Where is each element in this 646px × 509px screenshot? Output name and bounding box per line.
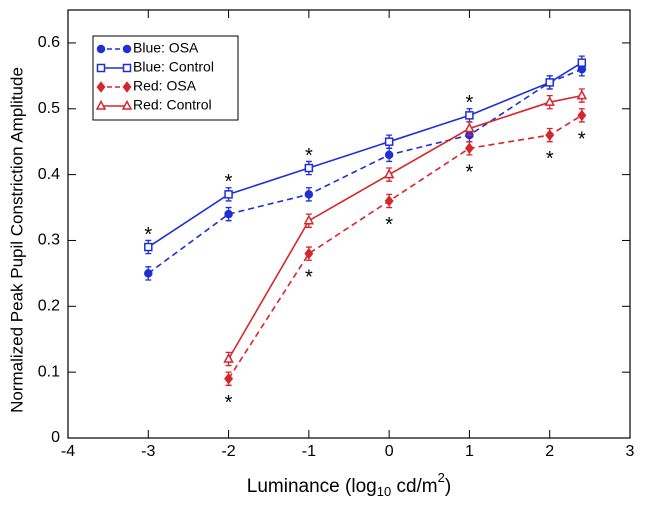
x-tick-label: 1 (465, 443, 474, 460)
series (144, 55, 587, 255)
y-tick-label: 0 (51, 429, 60, 446)
series (224, 108, 587, 386)
significance-star: * (466, 92, 474, 114)
significance-star: * (385, 214, 393, 236)
marker (122, 44, 132, 54)
marker (223, 352, 234, 363)
marker (304, 190, 314, 199)
marker (303, 214, 315, 225)
marker (384, 150, 394, 160)
marker (122, 63, 132, 73)
x-label-part: Luminance (log (247, 476, 377, 497)
marker (544, 96, 555, 106)
x-label-part: 10 (377, 484, 391, 499)
y-axis-label: Normalized Peak Pupil Constriction Ampli… (7, 67, 26, 413)
marker (383, 168, 395, 179)
x-tick-label: -2 (221, 443, 235, 460)
y-tick-label: 0.5 (38, 100, 60, 117)
marker (144, 242, 153, 252)
marker (384, 195, 394, 207)
marker (577, 58, 587, 67)
significance-star: * (144, 224, 152, 246)
series-line (227, 94, 582, 360)
marker (304, 247, 314, 260)
significance-star: * (305, 145, 313, 167)
x-axis-label: Luminance (log10 cd/m2) (247, 470, 451, 499)
marker (224, 209, 233, 219)
marker (304, 163, 314, 173)
plot-frame (67, 9, 631, 439)
y-tick-label: 0.6 (38, 34, 60, 51)
y-tick-label: 0.1 (38, 363, 60, 380)
x-label-part: ) (445, 476, 451, 497)
series (223, 88, 588, 367)
y-tick-label: 0.3 (38, 232, 60, 249)
x-tick-label: -1 (302, 443, 316, 460)
x-label-part: cd/m (391, 476, 437, 497)
significance-star: * (225, 171, 233, 193)
significance-star: * (466, 161, 474, 183)
y-tick-label: 0.4 (38, 166, 60, 183)
x-tick-label: -3 (141, 443, 155, 460)
marker (95, 99, 107, 110)
x-tick-label: 3 (626, 443, 635, 460)
y-tick-label: 0.2 (38, 298, 60, 315)
marker (224, 373, 234, 385)
marker (122, 81, 132, 93)
marker (224, 190, 233, 199)
marker (545, 78, 554, 87)
series-line (227, 114, 583, 380)
x-label-part: 2 (438, 470, 445, 485)
legend-label: Blue: OSA (133, 40, 199, 56)
significance-star: * (578, 128, 586, 150)
marker (576, 89, 588, 100)
marker (464, 142, 474, 154)
marker (465, 111, 474, 120)
x-tick-label: 2 (545, 443, 554, 460)
x-tick-label: -4 (61, 443, 75, 460)
x-tick-label: 0 (385, 443, 394, 460)
marker (384, 137, 394, 146)
legend-label: Blue: Control (133, 59, 214, 75)
legend-label: Red: Control (133, 97, 212, 113)
marker (577, 109, 587, 122)
marker (545, 129, 555, 141)
marker (121, 99, 133, 110)
significance-star: * (546, 148, 554, 170)
marker (96, 63, 106, 73)
significance-star: * (305, 267, 313, 289)
marker (464, 122, 475, 133)
marker (96, 81, 106, 93)
marker (144, 269, 153, 278)
legend-label: Red: OSA (133, 78, 197, 94)
marker (96, 44, 106, 54)
significance-star: * (225, 392, 233, 414)
